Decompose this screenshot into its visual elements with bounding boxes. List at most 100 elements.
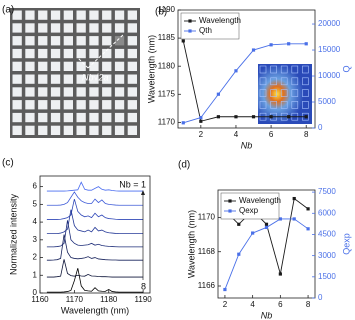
lattice-hole bbox=[127, 48, 137, 59]
dashed-edge bbox=[77, 57, 89, 69]
y-axis-label: Normalized intensity bbox=[8, 193, 18, 275]
lattice-hole bbox=[12, 112, 22, 123]
lattice-hole bbox=[50, 100, 61, 110]
lattice-hole bbox=[114, 48, 125, 59]
plot-frame bbox=[217, 189, 316, 299]
annotation: 8 bbox=[141, 281, 146, 291]
lattice-hole bbox=[127, 23, 137, 33]
inset-hole bbox=[291, 89, 299, 97]
lattice-hole bbox=[114, 112, 125, 123]
data-point bbox=[251, 48, 256, 52]
series-line bbox=[46, 198, 144, 220]
lattice-hole bbox=[76, 74, 86, 84]
lattice-hole bbox=[127, 61, 137, 71]
lattice-hole bbox=[127, 112, 137, 123]
lattice-hole bbox=[102, 125, 112, 135]
lattice-hole bbox=[50, 61, 61, 71]
lattice-hole bbox=[38, 125, 48, 135]
y2-tick-label: 0 bbox=[318, 293, 323, 302]
x-axis-label: Wavelength (nm) bbox=[61, 305, 129, 315]
data-point bbox=[287, 42, 291, 46]
data-point bbox=[264, 222, 269, 226]
lattice-hole bbox=[25, 10, 35, 20]
lattice-hole bbox=[25, 48, 35, 59]
panel-label: (d) bbox=[178, 160, 190, 171]
legend-marker bbox=[188, 29, 192, 33]
inset-hole bbox=[280, 77, 288, 86]
lattice-hole bbox=[127, 10, 137, 20]
annotation: Nb = 1 bbox=[119, 179, 146, 189]
lattice-hole bbox=[114, 61, 125, 71]
lattice-hole bbox=[38, 61, 48, 71]
series-line bbox=[46, 259, 144, 278]
legend-marker bbox=[228, 199, 232, 203]
lattice-hole bbox=[63, 125, 73, 135]
lattice-hole bbox=[25, 112, 35, 123]
data-point bbox=[306, 227, 310, 231]
lattice-hole bbox=[25, 125, 35, 135]
lattice-hole bbox=[38, 48, 48, 59]
y-tick-label: 1166 bbox=[198, 281, 216, 290]
lattice-hole bbox=[102, 112, 112, 123]
x-tick-label: 4 bbox=[250, 300, 255, 309]
data-point bbox=[292, 217, 296, 221]
y-tick-label: 1180 bbox=[158, 61, 176, 70]
y2-tick-label: 1500 bbox=[318, 272, 336, 281]
lattice-hole bbox=[12, 10, 22, 20]
plot-frame bbox=[39, 175, 151, 294]
data-point bbox=[304, 42, 308, 46]
y2-tick-label: 7500 bbox=[318, 187, 336, 196]
lattice-hole bbox=[114, 36, 125, 46]
panel-label: (c) bbox=[2, 158, 14, 169]
legend-box bbox=[180, 12, 240, 40]
data-point bbox=[304, 115, 308, 119]
lattice-hole bbox=[127, 36, 137, 46]
data-point bbox=[199, 119, 203, 123]
data-point bbox=[223, 287, 227, 292]
y-tick-label: 5 bbox=[33, 199, 38, 208]
legend-marker bbox=[188, 19, 192, 23]
data-point bbox=[237, 222, 241, 226]
lattice-hole bbox=[114, 87, 125, 97]
panel-label: (a) bbox=[2, 5, 14, 16]
lattice-hole bbox=[89, 125, 99, 135]
y2-tick-label: 6000 bbox=[318, 208, 336, 217]
x-tick-label: 2 bbox=[223, 300, 228, 309]
lattice-hole bbox=[63, 48, 73, 59]
lattice-hole bbox=[38, 23, 48, 33]
inset-hole bbox=[291, 77, 299, 86]
data-point bbox=[234, 69, 238, 73]
lattice-hole bbox=[38, 100, 48, 110]
lattice-hole bbox=[63, 112, 73, 123]
lattice-hole bbox=[102, 87, 112, 97]
y-tick-label: 3 bbox=[33, 235, 38, 244]
y-tick-label: 6 bbox=[33, 182, 38, 191]
y2-axis-label: Qexp bbox=[341, 233, 351, 255]
legend-label: Qth bbox=[199, 26, 212, 35]
data-point bbox=[269, 43, 273, 47]
lattice-hole bbox=[25, 36, 35, 46]
inset-hole bbox=[291, 101, 299, 109]
inset-hole bbox=[280, 101, 288, 109]
lattice-hole bbox=[127, 87, 137, 97]
lattice-hole bbox=[102, 74, 112, 84]
lattice-hole bbox=[76, 23, 86, 33]
legend-marker bbox=[228, 209, 232, 213]
lattice-hole bbox=[12, 87, 22, 97]
lattice-hole bbox=[38, 74, 48, 84]
inset-hole bbox=[259, 65, 267, 74]
y-tick-label: 0 bbox=[33, 288, 38, 297]
lattice-hole bbox=[89, 87, 99, 97]
lattice-hole bbox=[12, 23, 22, 33]
data-point bbox=[251, 115, 256, 119]
y2-tick-label: 10000 bbox=[318, 71, 341, 80]
lattice-hole bbox=[89, 61, 99, 71]
lattice-hole bbox=[25, 100, 35, 110]
series-line bbox=[46, 234, 144, 261]
x-tick-label: 2 bbox=[199, 130, 204, 139]
series-line bbox=[183, 43, 307, 124]
dashed-diagonal bbox=[87, 33, 125, 69]
y-tick-label: 1 bbox=[33, 270, 38, 279]
